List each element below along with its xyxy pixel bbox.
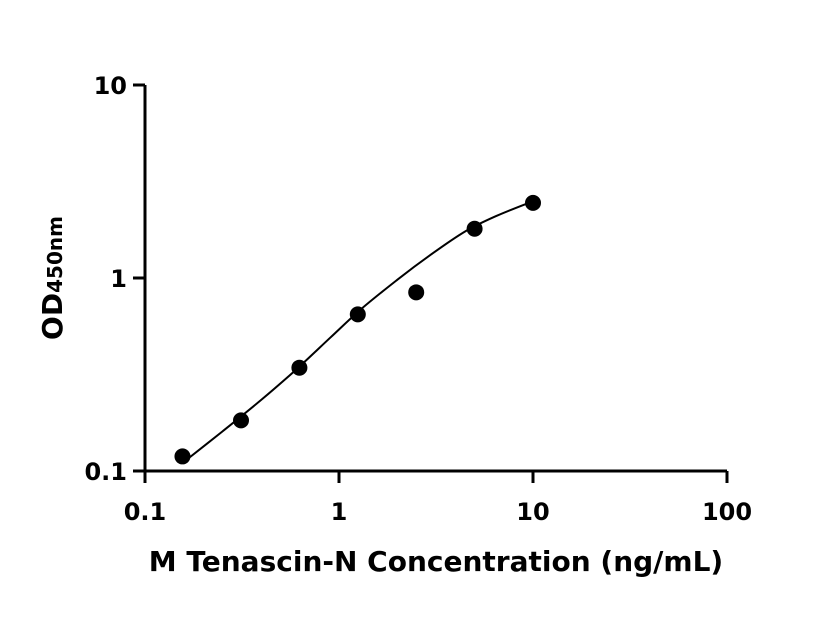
- y-tick-label: 1: [110, 265, 127, 293]
- x-tick-label: 100: [702, 498, 752, 526]
- data-point: [408, 284, 425, 301]
- data-point: [174, 448, 191, 465]
- y-tick-label: 10: [94, 72, 127, 100]
- x-axis-ticks: 0.1 1 10 100: [124, 471, 752, 526]
- x-axis-title: M Tenascin-N Concentration (ng/mL): [149, 545, 723, 578]
- data-point: [233, 412, 250, 429]
- x-tick-label: 0.1: [124, 498, 167, 526]
- data-point: [291, 359, 308, 376]
- y-axis-title-subscript: 450nm: [43, 216, 67, 293]
- y-axis-title: OD450nm: [36, 216, 69, 340]
- y-axis-title-main: OD: [36, 293, 69, 340]
- y-tick-label: 0.1: [84, 458, 127, 486]
- plot-area: 0.1 1 10 0.1 1 10 100: [84, 72, 752, 526]
- data-points: [174, 194, 541, 465]
- data-point: [349, 306, 366, 323]
- data-point: [466, 220, 483, 237]
- x-tick-label: 1: [331, 498, 348, 526]
- data-point: [525, 194, 541, 211]
- x-tick-label: 10: [516, 498, 549, 526]
- y-axis-ticks: 0.1 1 10: [84, 72, 145, 486]
